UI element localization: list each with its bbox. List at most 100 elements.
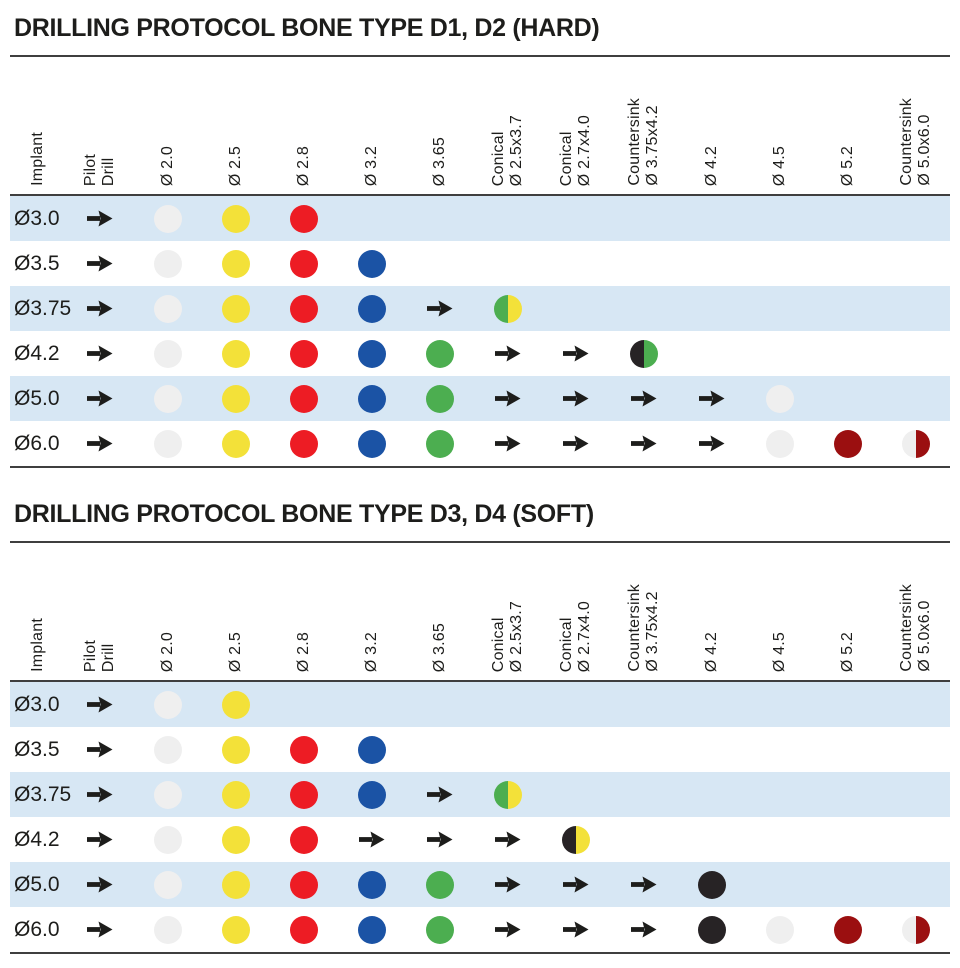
column-headers: Implant Pilot Drill Ø 2.0 Ø 2.5 Ø 2.8 Ø 3.2 Ø … (10, 57, 950, 196)
yellow-drill-dot (202, 907, 270, 952)
arrow-icon (474, 862, 542, 907)
implant-label: Ø3.5 (14, 737, 60, 761)
column-header-label: Conical Ø 2.5x3.7 (490, 114, 525, 186)
arrow-icon (66, 331, 134, 376)
black-yellow-half-dot (542, 817, 610, 862)
empty-cell (542, 772, 610, 817)
empty-cell (814, 286, 882, 331)
darkred-drill-dot (814, 907, 882, 952)
column-header-label: Pilot Drill (82, 153, 117, 186)
empty-cell (882, 376, 950, 421)
white-drill-dot (134, 376, 202, 421)
column-header: Ø 5.2 (814, 57, 882, 194)
black-green-half-dot (610, 331, 678, 376)
white-drill-dot (134, 907, 202, 952)
arrow-icon (474, 907, 542, 952)
empty-cell (542, 682, 610, 727)
red-drill-dot (270, 907, 338, 952)
table-row: Ø6.0 (10, 421, 950, 466)
yellow-drill-dot (202, 286, 270, 331)
column-header: Ø 3.2 (338, 57, 406, 194)
column-header-label: Ø 2.0 (159, 631, 177, 672)
column-header-label: Ø 4.5 (771, 145, 789, 186)
empty-cell (610, 682, 678, 727)
arrow-icon (66, 376, 134, 421)
column-header: Ø 3.65 (406, 57, 474, 194)
empty-cell (678, 682, 746, 727)
red-drill-dot (270, 376, 338, 421)
column-header: Countersink Ø 5.0x6.0 (882, 543, 950, 680)
column-header: Implant (10, 543, 66, 680)
empty-cell (474, 682, 542, 727)
implant-label: Ø3.5 (14, 251, 60, 275)
table-body: Ø3.0 Ø3.5 Ø3.75 Ø4.2 Ø5.0 Ø6.0 (10, 196, 950, 468)
arrow-icon (66, 682, 134, 727)
column-header-label: Conical Ø 2.7x4.0 (558, 600, 593, 672)
red-drill-dot (270, 772, 338, 817)
empty-cell (746, 727, 814, 772)
blue-drill-dot (338, 421, 406, 466)
black-drill-dot (678, 862, 746, 907)
green-drill-dot (406, 376, 474, 421)
column-header-label: Ø 3.65 (431, 136, 449, 186)
empty-cell (746, 772, 814, 817)
blue-drill-dot (338, 241, 406, 286)
blue-drill-dot (338, 907, 406, 952)
empty-cell (882, 772, 950, 817)
white-drill-dot (134, 862, 202, 907)
white-drill-dot (134, 421, 202, 466)
green-drill-dot (406, 907, 474, 952)
white-drill-dot (134, 817, 202, 862)
column-header-label: Implant (29, 618, 47, 672)
column-header: Ø 2.0 (134, 57, 202, 194)
column-header-label: Ø 4.2 (703, 631, 721, 672)
table-title-soft: DRILLING PROTOCOL BONE TYPE D3, D4 (SOFT… (14, 500, 594, 528)
arrow-icon (66, 196, 134, 241)
column-header-label: Ø 4.5 (771, 631, 789, 672)
yellow-drill-dot (202, 772, 270, 817)
black-drill-dot (678, 907, 746, 952)
arrow-icon (66, 817, 134, 862)
red-drill-dot (270, 421, 338, 466)
table-body: Ø3.0 Ø3.5 Ø3.75 Ø4.2 Ø5.0 Ø6.0 (10, 682, 950, 954)
empty-cell (814, 241, 882, 286)
empty-cell (746, 331, 814, 376)
arrow-icon (338, 817, 406, 862)
empty-cell (882, 862, 950, 907)
arrow-icon (474, 421, 542, 466)
table-row: Ø3.75 (10, 772, 950, 817)
implant-label: Ø6.0 (14, 917, 60, 941)
table-row: Ø3.5 (10, 727, 950, 772)
table-row: Ø3.75 (10, 286, 950, 331)
table-row: Ø3.0 (10, 196, 950, 241)
column-header: Countersink Ø 5.0x6.0 (882, 57, 950, 194)
empty-cell (338, 196, 406, 241)
column-header: Pilot Drill (66, 57, 134, 194)
column-header: Pilot Drill (66, 543, 134, 680)
white-drill-dot (134, 331, 202, 376)
empty-cell (882, 286, 950, 331)
red-drill-dot (270, 727, 338, 772)
column-header: Ø 2.5 (202, 57, 270, 194)
empty-cell (814, 376, 882, 421)
yellow-drill-dot (202, 862, 270, 907)
column-header-label: Ø 3.2 (363, 631, 381, 672)
table-row: Ø3.5 (10, 241, 950, 286)
blue-drill-dot (338, 286, 406, 331)
yellow-drill-dot (202, 241, 270, 286)
empty-cell (746, 241, 814, 286)
empty-cell (406, 682, 474, 727)
arrow-icon (66, 862, 134, 907)
yellow-drill-dot (202, 682, 270, 727)
column-header: Ø 3.65 (406, 543, 474, 680)
red-drill-dot (270, 196, 338, 241)
table-row: Ø6.0 (10, 907, 950, 952)
column-header: Conical Ø 2.5x3.7 (474, 543, 542, 680)
arrow-icon (542, 907, 610, 952)
column-header: Conical Ø 2.7x4.0 (542, 543, 610, 680)
empty-cell (746, 682, 814, 727)
column-header: Ø 2.5 (202, 543, 270, 680)
arrow-icon (610, 862, 678, 907)
implant-label: Ø6.0 (14, 431, 60, 455)
arrow-icon (66, 907, 134, 952)
